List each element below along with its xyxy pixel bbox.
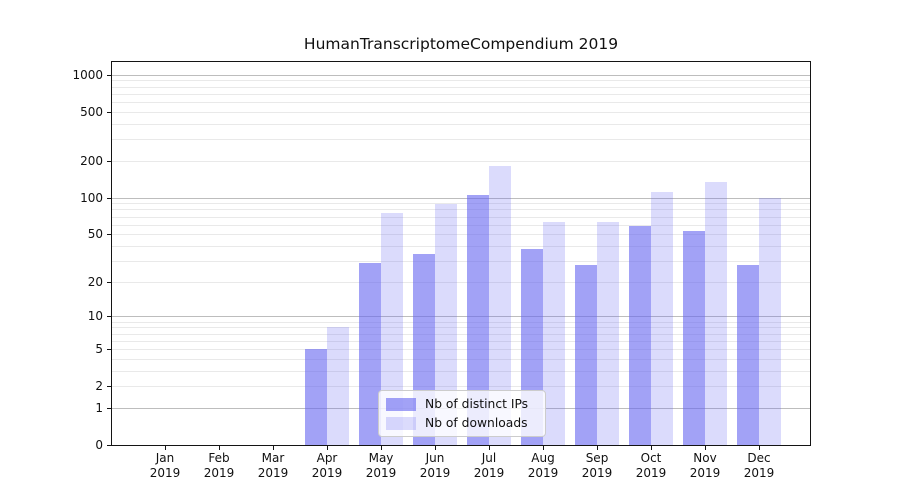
gridline-minor — [112, 234, 810, 236]
y-tick-mark — [107, 445, 112, 446]
bar-downloads — [381, 212, 403, 445]
bar-downloads — [435, 204, 457, 445]
y-tick-mark — [107, 197, 112, 199]
bar-distinct-ips — [305, 348, 327, 445]
gridline-minor — [112, 111, 810, 113]
x-tick-label: Jan 2019 — [149, 451, 181, 480]
x-tick-mark — [327, 446, 328, 450]
gridline-minor — [112, 386, 810, 388]
y-tick-label: 50 — [87, 227, 103, 242]
bar-downloads — [651, 191, 673, 445]
gridline-minor — [112, 358, 810, 360]
bar-distinct-ips — [683, 231, 705, 445]
x-tick-mark — [759, 446, 760, 450]
bar-distinct-ips — [737, 264, 759, 445]
x-tick-label: May 2019 — [365, 451, 397, 480]
y-tick-label: 5 — [95, 341, 103, 356]
gridline-minor — [112, 160, 810, 162]
x-tick-label: Jun 2019 — [419, 451, 451, 480]
y-tick-label: 0 — [95, 438, 103, 452]
gridline-minor — [112, 370, 810, 372]
gridline-major — [112, 74, 810, 76]
gridline-minor — [112, 281, 810, 283]
gridline-minor — [112, 333, 810, 335]
legend: Nb of distinct IPs Nb of downloads — [378, 390, 546, 437]
gridline-minor — [112, 139, 810, 141]
gridline-minor — [112, 340, 810, 342]
legend-label-distinct-ips: Nb of distinct IPs — [425, 397, 529, 411]
x-tick-label: Mar 2019 — [257, 451, 289, 480]
x-tick-mark — [489, 446, 490, 450]
gridline-minor — [112, 216, 810, 218]
bar-distinct-ips — [575, 264, 597, 445]
y-tick-label: 2 — [95, 379, 103, 394]
gridline-minor — [112, 209, 810, 211]
x-tick-mark — [273, 446, 274, 450]
gridline-minor — [112, 93, 810, 95]
bar-distinct-ips — [629, 226, 651, 445]
y-tick-mark — [107, 407, 112, 409]
gridline-minor — [112, 327, 810, 329]
bar-downloads — [489, 166, 511, 445]
gridline-minor — [112, 321, 810, 323]
legend-swatch-distinct-ips — [386, 397, 416, 411]
y-tick-label: 200 — [80, 153, 103, 168]
gridline-minor — [112, 102, 810, 104]
x-tick-mark — [165, 446, 166, 450]
legend-item-distinct-ips: Nb of distinct IPs — [386, 397, 545, 411]
x-tick-label: Aug 2019 — [527, 451, 559, 480]
gridline-minor — [112, 260, 810, 262]
gridline-major — [112, 197, 810, 199]
chart-title: HumanTranscriptomeCompendium 2019 — [303, 35, 619, 53]
legend-label-downloads: Nb of downloads — [425, 416, 528, 430]
y-tick-mark — [107, 348, 112, 350]
gridline-minor — [112, 86, 810, 88]
x-tick-label: Apr 2019 — [311, 451, 343, 480]
y-tick-mark — [107, 281, 112, 283]
y-tick-label: 1 — [95, 400, 103, 415]
y-tick-label: 20 — [87, 274, 103, 289]
y-tick-mark — [107, 74, 112, 76]
legend-item-downloads: Nb of downloads — [386, 416, 545, 430]
y-tick-mark — [107, 111, 112, 113]
x-tick-mark — [219, 446, 220, 450]
gridline-minor — [112, 203, 810, 205]
x-tick-label: Dec 2019 — [743, 451, 775, 480]
x-tick-label: Oct 2019 — [635, 451, 667, 480]
y-tick-label: 100 — [80, 190, 103, 205]
y-tick-mark — [107, 160, 112, 162]
gridline-minor — [112, 80, 810, 82]
y-tick-mark — [107, 386, 112, 388]
bar-downloads — [759, 197, 781, 445]
bar-downloads — [543, 222, 565, 445]
gridline-major — [112, 316, 810, 318]
x-tick-mark — [435, 446, 436, 450]
gridline-minor — [112, 245, 810, 247]
x-tick-mark — [543, 446, 544, 450]
x-tick-mark — [381, 446, 382, 450]
y-tick-mark — [107, 316, 112, 318]
x-tick-mark — [597, 446, 598, 450]
gridline-minor — [112, 224, 810, 226]
y-tick-mark — [107, 234, 112, 236]
x-tick-mark — [651, 446, 652, 450]
bar-distinct-ips — [467, 194, 489, 445]
bar-distinct-ips — [359, 262, 381, 445]
gridline-minor — [112, 348, 810, 350]
x-tick-label: Feb 2019 — [203, 451, 235, 480]
bar-downloads — [597, 222, 619, 445]
x-tick-label: Nov 2019 — [689, 451, 721, 480]
bar-downloads — [705, 182, 727, 445]
gridline-minor — [112, 123, 810, 125]
x-tick-mark — [705, 446, 706, 450]
y-tick-label: 500 — [80, 104, 103, 119]
bar-downloads — [327, 327, 349, 445]
x-tick-label: Sep 2019 — [581, 451, 613, 480]
plot-area — [111, 61, 811, 446]
y-tick-label: 10 — [87, 309, 103, 324]
legend-swatch-downloads — [386, 416, 416, 430]
x-tick-label: Jul 2019 — [473, 451, 505, 480]
y-tick-label: 1000 — [72, 67, 103, 82]
